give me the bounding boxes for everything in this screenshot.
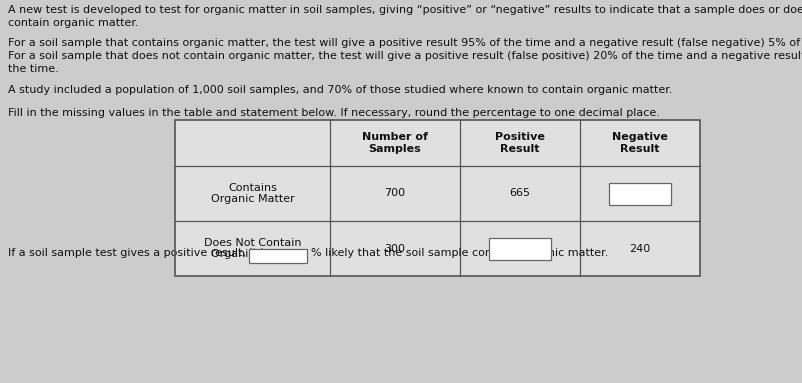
Text: If a soil sample test gives a positive result, it is: If a soil sample test gives a positive r… — [8, 248, 269, 258]
Text: Contains
Organic Matter: Contains Organic Matter — [210, 183, 294, 204]
Text: 300: 300 — [384, 244, 405, 254]
Text: 700: 700 — [384, 188, 405, 198]
Bar — [249, 249, 306, 263]
Bar — [175, 120, 699, 276]
Text: A new test is developed to test for organic matter in soil samples, giving “posi: A new test is developed to test for orga… — [8, 5, 802, 15]
Bar — [175, 120, 699, 276]
Text: For a soil sample that contains organic matter, the test will give a positive re: For a soil sample that contains organic … — [8, 38, 802, 48]
Text: 665: 665 — [508, 188, 530, 198]
Text: For a soil sample that does not contain organic matter, the test will give a pos: For a soil sample that does not contain … — [8, 51, 802, 61]
Text: A study included a population of 1,000 soil samples, and 70% of those studied wh: A study included a population of 1,000 s… — [8, 85, 671, 95]
Text: contain organic matter.: contain organic matter. — [8, 18, 139, 28]
Text: % likely that the soil sample contains organic matter.: % likely that the soil sample contains o… — [310, 248, 607, 258]
Text: 240: 240 — [629, 244, 650, 254]
Text: Positive
Result: Positive Result — [495, 132, 545, 154]
Bar — [488, 237, 550, 260]
Text: Negative
Result: Negative Result — [611, 132, 667, 154]
Bar — [608, 183, 670, 205]
Text: Number of
Samples: Number of Samples — [362, 132, 427, 154]
Text: Fill in the missing values in the table and statement below. If necessary, round: Fill in the missing values in the table … — [8, 108, 659, 118]
Text: the time.: the time. — [8, 64, 59, 74]
Text: Does Not Contain
Organic Matter: Does Not Contain Organic Matter — [204, 238, 301, 259]
